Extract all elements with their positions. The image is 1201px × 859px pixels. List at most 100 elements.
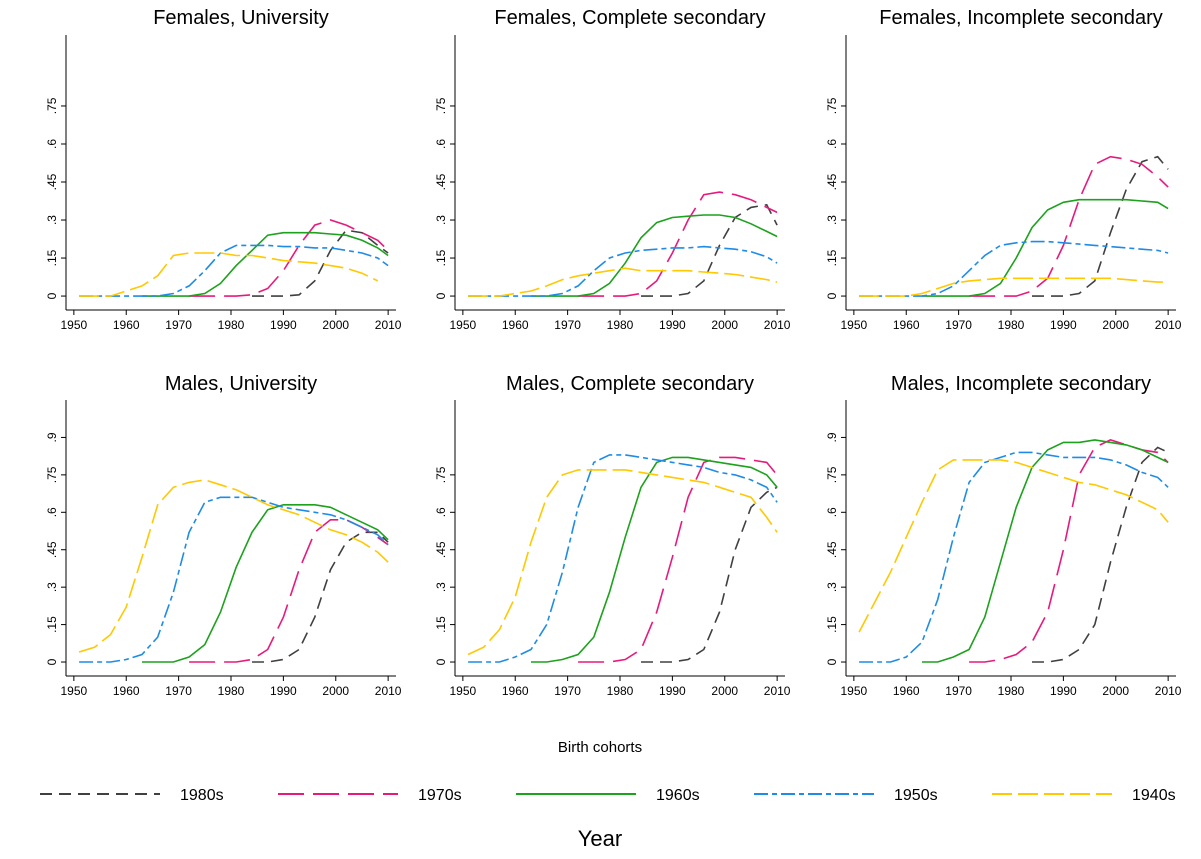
series-line [142, 231, 389, 297]
series-line [578, 456, 778, 663]
y-tick-label: 0 [825, 292, 839, 299]
y-tick-label: .75 [825, 97, 839, 114]
series-line [1032, 155, 1169, 297]
x-tick-label: 2010 [764, 318, 791, 332]
panel-title: Females, Complete secondary [494, 7, 765, 29]
y-tick-label: .75 [45, 97, 59, 114]
panel-title: Females, University [153, 7, 329, 29]
x-tick-label: 1980 [998, 684, 1025, 698]
y-tick-label: .15 [434, 616, 448, 633]
y-tick-label: 0 [434, 658, 448, 665]
series-line [641, 203, 778, 297]
series-line [189, 219, 389, 297]
x-tick-label: 1990 [659, 684, 686, 698]
y-tick-label: 0 [434, 292, 448, 299]
x-tick-label: 2010 [1155, 318, 1182, 332]
y-tick-label: .9 [825, 432, 839, 442]
x-tick-label: 1950 [450, 318, 477, 332]
y-tick-label: .45 [434, 173, 448, 190]
series-line [468, 454, 778, 663]
y-tick-label: .45 [434, 541, 448, 558]
y-tick-label: 0 [45, 658, 59, 665]
panel-title: Females, Incomplete secondary [879, 7, 1162, 29]
y-tick-label: .15 [825, 616, 839, 633]
y-tick-label: .15 [434, 249, 448, 266]
legend-title: Birth cohorts [558, 739, 642, 756]
series-line [859, 277, 1169, 297]
y-tick-label: .45 [45, 541, 59, 558]
x-tick-label: 1970 [554, 684, 581, 698]
series-line [79, 244, 389, 297]
y-tick-label: .15 [825, 249, 839, 266]
series-line [578, 191, 778, 297]
x-tick-label: 1980 [607, 318, 634, 332]
x-tick-label: 1990 [270, 318, 297, 332]
series-line [531, 214, 778, 297]
x-tick-label: 2010 [375, 318, 402, 332]
y-tick-label: .75 [825, 466, 839, 483]
series-line [859, 451, 1169, 663]
series-line [641, 486, 778, 663]
panel-title: Males, Incomplete secondary [891, 373, 1151, 395]
x-tick-label: 2000 [1102, 684, 1129, 698]
y-tick-label: .6 [434, 139, 448, 149]
legend-label: 1980s [180, 787, 224, 804]
series-line [468, 245, 778, 297]
y-tick-label: .6 [45, 507, 59, 517]
x-tick-label: 1950 [841, 684, 868, 698]
x-tick-label: 1960 [113, 684, 140, 698]
y-tick-label: .45 [825, 173, 839, 190]
series-line [79, 252, 379, 297]
series-line [1032, 446, 1169, 663]
x-tick-label: 1970 [945, 684, 972, 698]
x-tick-label: 1960 [502, 318, 529, 332]
x-tick-label: 1990 [1050, 318, 1077, 332]
series-line [252, 531, 389, 663]
y-tick-label: .6 [434, 507, 448, 517]
y-tick-label: .15 [45, 616, 59, 633]
y-tick-label: .6 [825, 507, 839, 517]
x-tick-label: 1980 [998, 318, 1025, 332]
x-tick-label: 1970 [945, 318, 972, 332]
x-tick-label: 1960 [502, 684, 529, 698]
y-tick-label: .6 [45, 139, 59, 149]
y-tick-label: .9 [45, 432, 59, 442]
series-line [468, 267, 778, 297]
y-tick-label: .3 [434, 215, 448, 225]
x-tick-label: 1960 [893, 318, 920, 332]
y-tick-label: .3 [45, 215, 59, 225]
panel-title: Males, Complete secondary [506, 373, 754, 395]
x-tick-label: 1970 [165, 318, 192, 332]
x-tick-label: 2000 [1102, 318, 1129, 332]
x-tick-label: 1960 [113, 318, 140, 332]
x-tick-label: 2010 [764, 684, 791, 698]
y-tick-label: .3 [825, 582, 839, 592]
series-line [142, 504, 389, 663]
x-tick-label: 2000 [322, 318, 349, 332]
legend-label: 1940s [1132, 787, 1176, 804]
x-tick-label: 1950 [61, 318, 88, 332]
series-line [969, 155, 1169, 297]
x-tick-label: 2000 [711, 318, 738, 332]
y-tick-label: .15 [45, 249, 59, 266]
y-tick-label: .75 [434, 97, 448, 114]
x-tick-label: 1980 [218, 684, 245, 698]
x-tick-label: 1990 [270, 684, 297, 698]
legend-label: 1950s [894, 787, 938, 804]
y-tick-label: .6 [825, 139, 839, 149]
series-line [531, 456, 778, 663]
x-tick-label: 1980 [607, 684, 634, 698]
y-tick-label: 0 [45, 292, 59, 299]
y-tick-label: .45 [825, 541, 839, 558]
x-tick-label: 1980 [218, 318, 245, 332]
series-line [78, 479, 389, 653]
x-tick-label: 2000 [711, 684, 738, 698]
x-tick-label: 1950 [61, 684, 88, 698]
series-line [467, 469, 778, 656]
x-tick-label: 2000 [322, 684, 349, 698]
x-tick-label: 1990 [659, 318, 686, 332]
x-tick-label: 1960 [893, 684, 920, 698]
series-line [858, 459, 1169, 633]
x-tick-label: 1950 [450, 684, 477, 698]
x-tick-label: 1970 [165, 684, 192, 698]
